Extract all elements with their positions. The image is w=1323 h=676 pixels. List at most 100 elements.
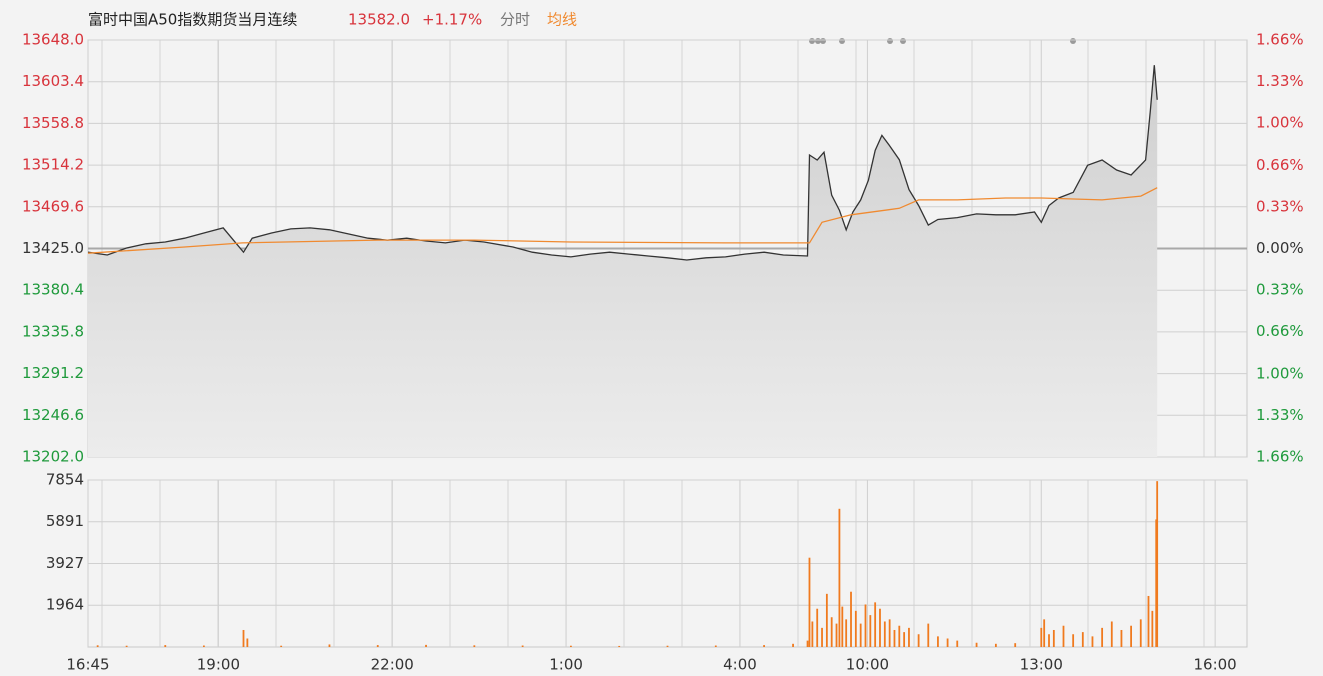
x-tick-label: 16:00 — [1194, 656, 1237, 674]
volume-bar — [570, 645, 572, 647]
volume-bar — [927, 623, 930, 647]
volume-bar — [1156, 481, 1159, 647]
x-tick-label: 1:00 — [549, 656, 583, 674]
chart-title: 富时中国A50指数期货当月连续 — [88, 11, 297, 29]
volume-bar — [1048, 634, 1050, 647]
volume-bar — [1151, 610, 1154, 647]
event-marker — [839, 38, 845, 44]
volume-bar — [883, 621, 886, 647]
volume-bar — [280, 645, 283, 647]
volume-bar — [830, 617, 833, 647]
volume-bar — [835, 623, 838, 647]
x-tick-label: 19:00 — [197, 656, 240, 674]
event-marker — [809, 38, 815, 44]
y2-tick-label: 1.33% — [1256, 72, 1304, 90]
y2-tick-label: 1.33% — [1256, 406, 1304, 424]
price-line — [87, 187, 1158, 254]
volume-bar — [1072, 634, 1075, 647]
volume-bar — [888, 619, 891, 647]
event-marker — [887, 38, 893, 44]
y-tick-label: 13246.6 — [22, 406, 84, 424]
volume-bar — [903, 632, 906, 647]
volume-bar — [1130, 625, 1132, 647]
volume-bar — [1062, 625, 1065, 647]
y2-tick-label: 0.66% — [1256, 156, 1304, 174]
volume-bar — [908, 627, 910, 647]
y-tick-label: 13335.8 — [22, 322, 84, 340]
x-tick-label: 4:00 — [723, 656, 757, 674]
y2-tick-label: 1.00% — [1256, 113, 1304, 131]
x-tick-label: 22:00 — [371, 656, 414, 674]
x-tick-label: 16:45 — [66, 656, 109, 674]
volume-bar — [1155, 519, 1158, 647]
volume-bar — [246, 638, 249, 647]
volume-bar — [125, 645, 128, 647]
volume-bar — [763, 645, 765, 647]
volume-bar — [821, 627, 823, 647]
y2-tick-label: 1.66% — [1256, 31, 1304, 49]
volume-bar — [1091, 636, 1094, 647]
volume-bar — [811, 621, 814, 647]
volume-bar — [893, 629, 896, 647]
price-area — [88, 65, 1158, 457]
volume-bar — [838, 508, 841, 647]
volume-bar — [850, 591, 852, 647]
volume-bar — [1014, 643, 1017, 647]
last-price: 13582.0 — [348, 11, 410, 29]
y-tick-label: 13648.0 — [22, 31, 84, 49]
volume-bar — [376, 645, 379, 647]
y-tick-label: 5891 — [46, 512, 84, 530]
volume-bar — [521, 645, 524, 647]
y2-tick-label: 1.00% — [1256, 365, 1304, 383]
volume-bar — [1052, 629, 1055, 647]
volume-bar — [792, 643, 794, 647]
x-tick-label: 13:00 — [1020, 656, 1063, 674]
volume-bar — [1110, 621, 1113, 647]
event-marker — [820, 38, 826, 44]
y-tick-label: 1964 — [46, 596, 84, 614]
volume-bar — [854, 610, 857, 647]
volume-bar — [1120, 629, 1123, 647]
y-tick-label: 13469.6 — [22, 197, 84, 215]
volume-bar — [1101, 627, 1104, 647]
y2-tick-label: 1.66% — [1256, 448, 1304, 466]
volume-bar — [473, 645, 476, 647]
change-percent: +1.17% — [422, 11, 482, 29]
volume-bar — [864, 604, 867, 647]
volume-bar — [96, 645, 99, 647]
volume-bar — [946, 638, 949, 647]
y2-tick-label: 0.33% — [1256, 198, 1304, 216]
volume-bar — [825, 593, 828, 647]
volume-bar — [874, 602, 877, 647]
volume-bar — [937, 636, 939, 647]
volume-bar — [956, 640, 959, 647]
y2-tick-label: 0.66% — [1256, 322, 1304, 340]
y-tick-label: 13291.2 — [22, 364, 84, 382]
y-tick-label: 13202.0 — [22, 448, 84, 466]
volume-bar — [841, 606, 844, 647]
volume-bar — [1081, 632, 1084, 647]
volume-bar — [816, 608, 819, 647]
volume-bar — [203, 645, 205, 647]
volume-bar — [808, 557, 811, 647]
y-tick-label: 13425.0 — [22, 239, 84, 257]
y-tick-label: 13514.2 — [22, 156, 84, 174]
volume-bar — [869, 615, 872, 647]
y2-tick-label: 0.33% — [1256, 280, 1304, 298]
y-tick-label: 7854 — [46, 471, 84, 489]
volume-bar — [164, 645, 167, 647]
volume-bar — [806, 640, 809, 647]
y-tick-label: 13603.4 — [22, 72, 84, 90]
y-tick-label: 13380.4 — [22, 281, 84, 299]
volume-bar — [425, 644, 427, 647]
volume-bar — [879, 608, 881, 647]
legend-entry: 分时 — [500, 11, 530, 29]
volume-bar — [1043, 619, 1046, 647]
volume-bar — [618, 645, 621, 647]
volume-bar — [845, 619, 848, 647]
volume-bar — [1040, 627, 1043, 647]
y-tick-label: 13558.8 — [22, 114, 84, 132]
volume-bar — [898, 625, 901, 647]
legend-entry: 均线 — [547, 11, 577, 29]
